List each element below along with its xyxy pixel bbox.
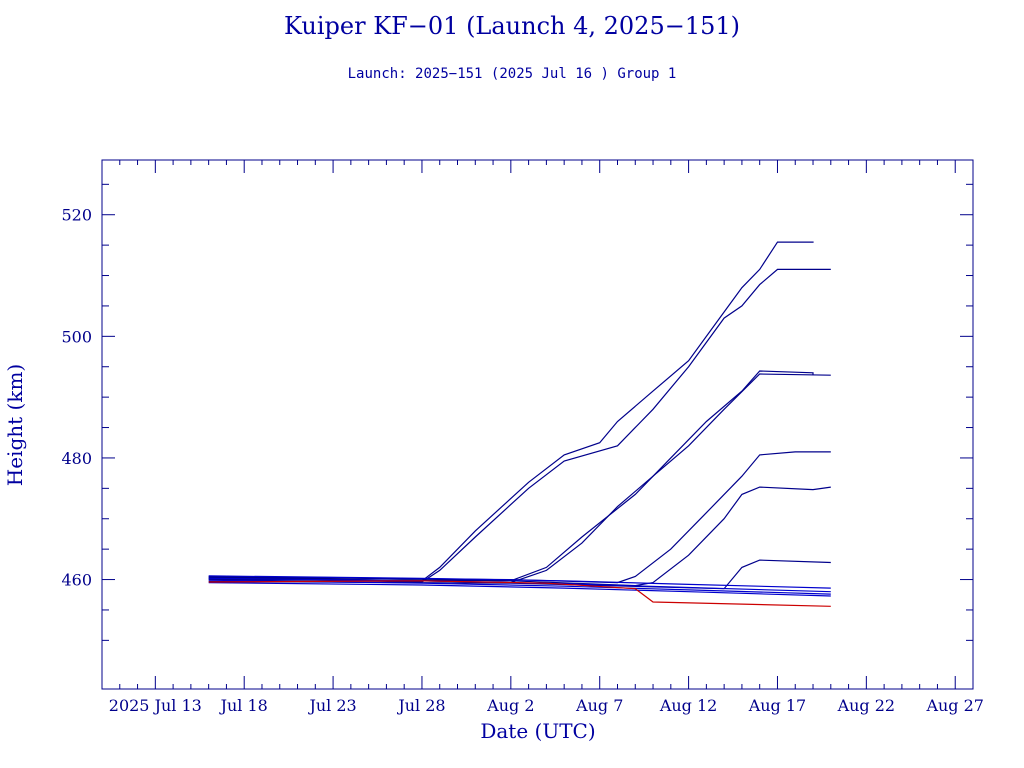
x-axis: 2025 Jul 13 Jul 18 Jul 23 Jul 28 Aug 2 Aug 7 A… <box>101 160 984 715</box>
series-line-12 <box>208 580 831 607</box>
x-tick-label: Aug 7 <box>575 696 623 715</box>
plot-frame <box>101 159 974 690</box>
y-tick-label: 480 <box>61 449 92 468</box>
series-line-8 <box>208 575 831 589</box>
x-tick-label: Aug 12 <box>659 696 718 715</box>
y-axis-title: Height (km) <box>3 364 27 486</box>
y-tick-label: 460 <box>61 571 92 590</box>
series-line-11 <box>208 582 831 597</box>
series-line-6 <box>208 486 831 587</box>
series-line-5 <box>208 451 831 584</box>
series-line-7 <box>208 559 831 590</box>
series-line-1 <box>208 241 814 582</box>
x-tick-label: Aug 2 <box>486 696 534 715</box>
series-line-10 <box>208 579 831 595</box>
series-line-2 <box>208 268 831 583</box>
x-tick-label: 2025 Jul 13 <box>109 696 202 715</box>
y-axis: 460 480 500 520 <box>61 183 973 641</box>
x-tick-label: Aug 27 <box>925 696 984 715</box>
series-line-3 <box>208 370 814 582</box>
series-line-4 <box>208 373 831 584</box>
x-tick-label: Aug 17 <box>748 696 807 715</box>
x-tick-label: Jul 23 <box>307 696 356 715</box>
series-group <box>208 241 831 607</box>
x-tick-label: Jul 28 <box>396 696 445 715</box>
x-tick-label: Aug 22 <box>837 696 896 715</box>
x-axis-title: Date (UTC) <box>480 719 595 743</box>
y-tick-label: 520 <box>61 206 92 225</box>
x-tick-label: Jul 18 <box>219 696 268 715</box>
chart-title: Kuiper KF−01 (Launch 4, 2025−151) <box>284 12 740 40</box>
y-tick-label: 500 <box>61 327 92 346</box>
chart-subtitle: Launch: 2025−151 (2025 Jul 16 ) Group 1 <box>347 66 677 82</box>
